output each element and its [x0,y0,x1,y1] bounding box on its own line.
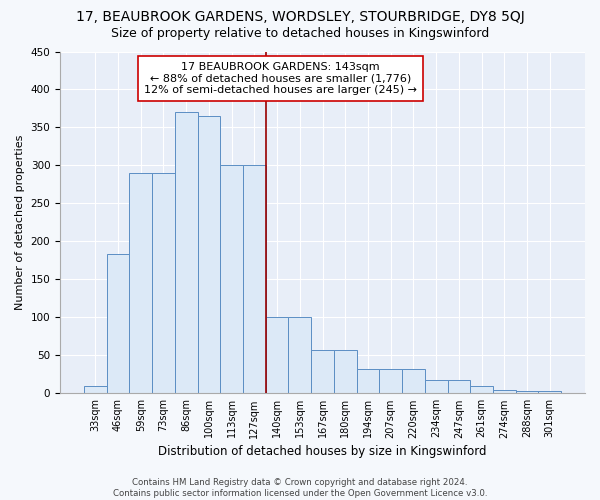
Text: Contains HM Land Registry data © Crown copyright and database right 2024.
Contai: Contains HM Land Registry data © Crown c… [113,478,487,498]
Bar [243,166,266,394]
Bar [493,390,515,394]
Bar [515,391,538,394]
Bar [197,116,220,394]
Text: Size of property relative to detached houses in Kingswinford: Size of property relative to detached ho… [111,28,489,40]
Bar [356,369,379,394]
Bar [130,173,152,394]
Bar [220,166,243,394]
Y-axis label: Number of detached properties: Number of detached properties [15,134,25,310]
Bar [311,350,334,394]
Bar [175,112,197,394]
Bar [538,391,561,394]
Bar [379,369,402,394]
Bar [84,386,107,394]
Bar [152,173,175,394]
Bar [334,350,356,394]
Bar [402,369,425,394]
Bar [289,318,311,394]
Bar [448,380,470,394]
Bar [266,318,289,394]
Text: 17 BEAUBROOK GARDENS: 143sqm
← 88% of detached houses are smaller (1,776)
12% of: 17 BEAUBROOK GARDENS: 143sqm ← 88% of de… [144,62,417,95]
X-axis label: Distribution of detached houses by size in Kingswinford: Distribution of detached houses by size … [158,444,487,458]
Text: 17, BEAUBROOK GARDENS, WORDSLEY, STOURBRIDGE, DY8 5QJ: 17, BEAUBROOK GARDENS, WORDSLEY, STOURBR… [76,10,524,24]
Bar [107,254,130,394]
Bar [425,380,448,394]
Bar [470,386,493,394]
